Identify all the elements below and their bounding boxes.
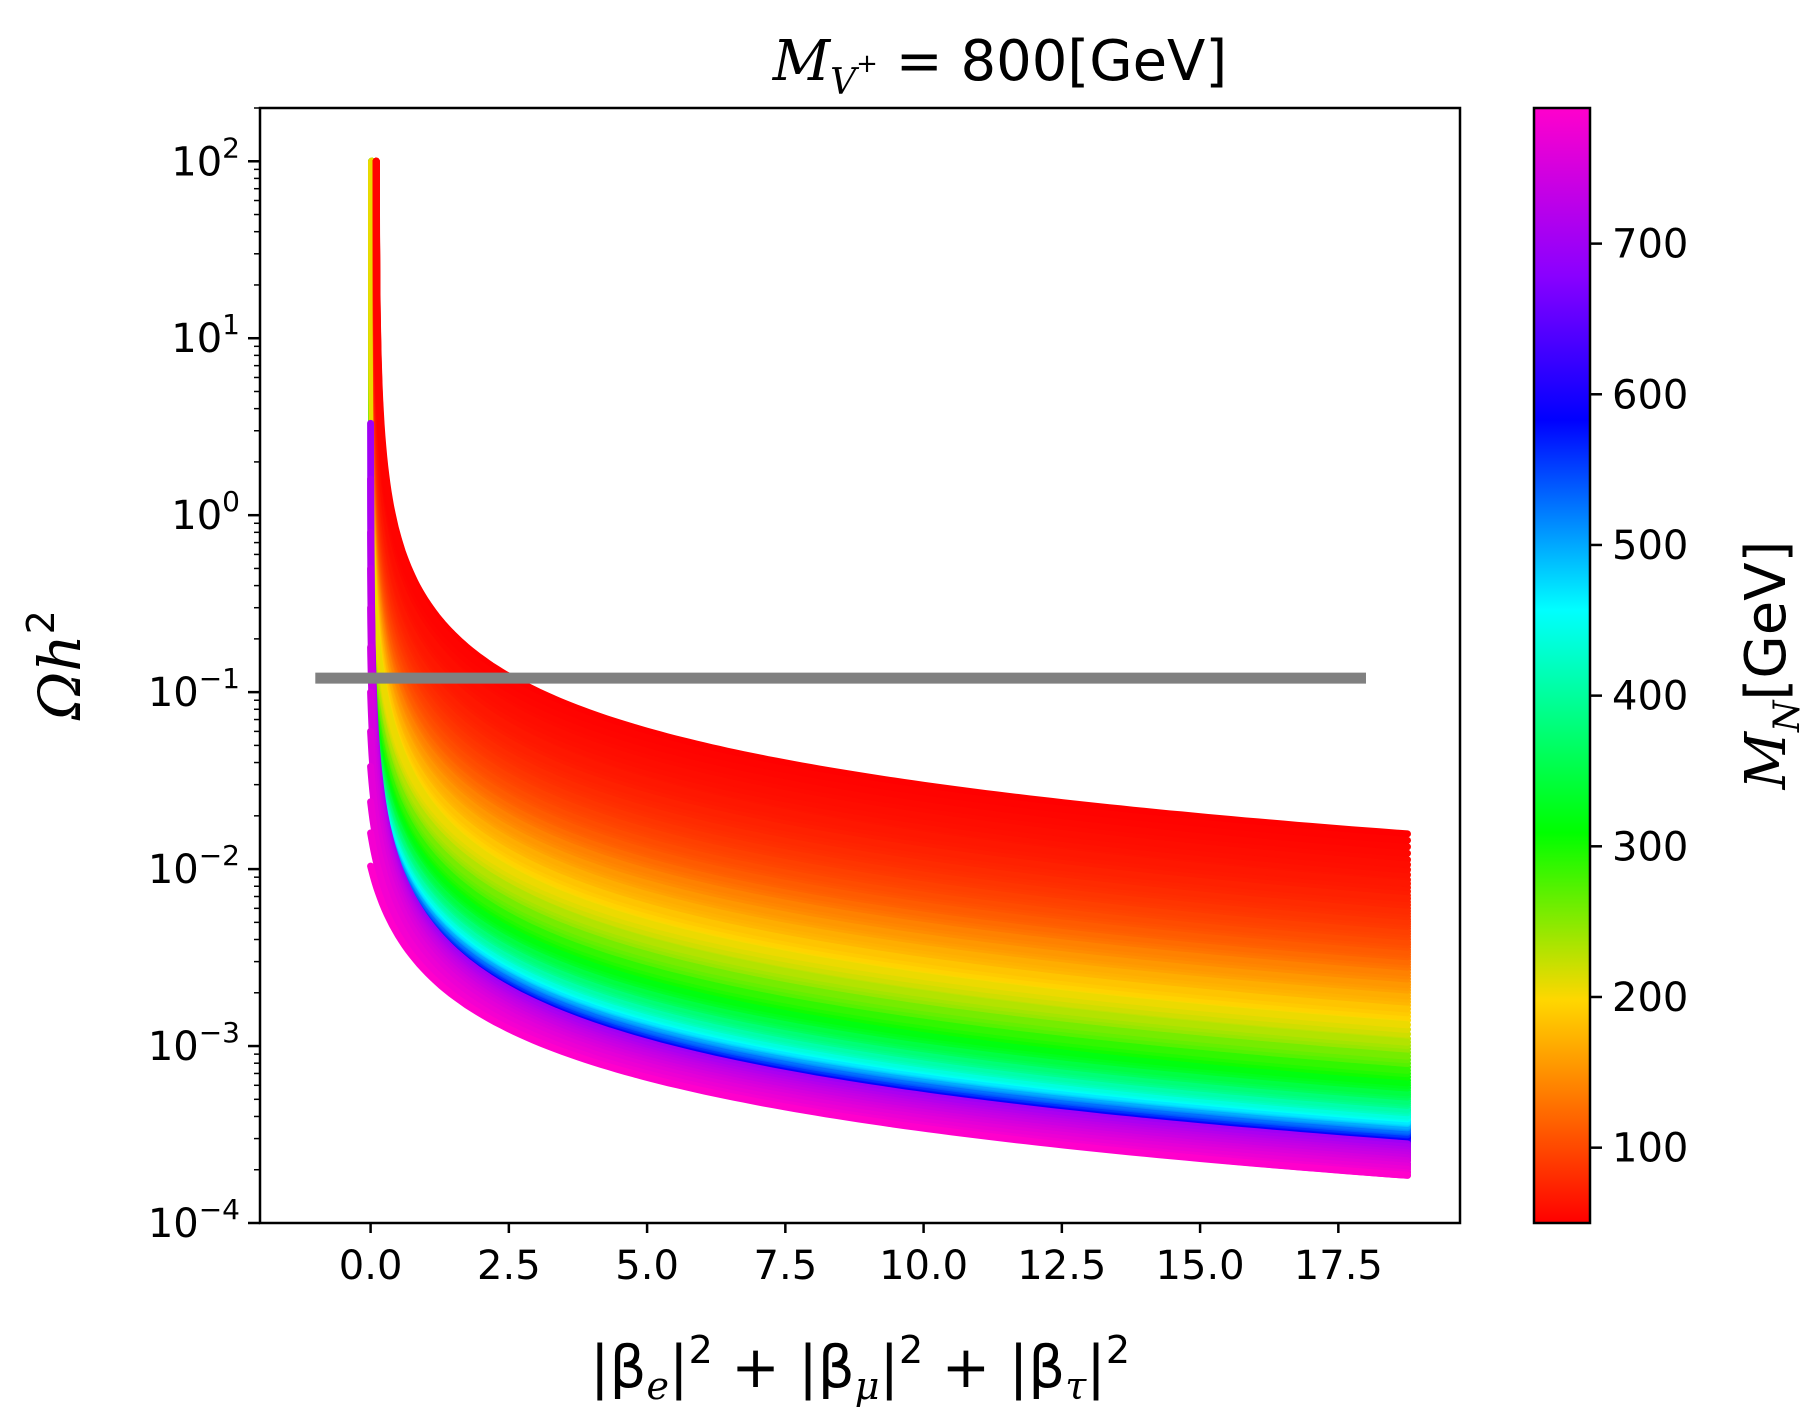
ylabel-base: Ωh xyxy=(26,634,94,720)
xlabel-part-10: | xyxy=(1086,1333,1106,1401)
xlabel-part-6: | xyxy=(880,1333,900,1401)
x-tick-label-4: 10.0 xyxy=(879,1243,968,1289)
colorbar-ticks: 100 200 300 400 500 600 700 xyxy=(1590,222,1688,1172)
cb-tick-label-1: 200 xyxy=(1612,975,1688,1021)
x-axis-ticks: 0.0 2.5 5.0 7.5 10.0 12.5 15.0 17.5 xyxy=(339,1223,1383,1289)
title-superscript: + xyxy=(856,49,878,79)
cb-label-rest: [GeV] xyxy=(1734,541,1799,701)
y-axis-ticks: 10−4 10−3 10−2 10−1 100 101 102 xyxy=(148,107,260,1247)
y-tick-label-2: 10−2 xyxy=(148,839,240,893)
x-tick-label-0: 0.0 xyxy=(339,1243,403,1289)
xlabel-sup-1: 2 xyxy=(689,1328,713,1372)
y-tick-label-3: 10−1 xyxy=(148,662,240,716)
cb-label-symbol: M xyxy=(1734,730,1799,790)
cb-tick-label-2: 300 xyxy=(1612,824,1688,870)
xlabel-part-4: + |β xyxy=(713,1333,855,1401)
ylabel-sup: 2 xyxy=(19,610,63,634)
cb-tick-label-4: 500 xyxy=(1612,523,1688,569)
y-tick-label-1: 10−3 xyxy=(148,1016,240,1070)
xlabel-part-2: | xyxy=(669,1333,689,1401)
cb-tick-label-6: 700 xyxy=(1612,222,1688,268)
x-tick-label-6: 15.0 xyxy=(1156,1243,1245,1289)
x-tick-label-7: 17.5 xyxy=(1294,1243,1383,1289)
curves-layer xyxy=(367,157,1411,1179)
cb-tick-label-3: 400 xyxy=(1612,674,1688,720)
x-tick-label-1: 2.5 xyxy=(477,1243,541,1289)
y-tick-label-4: 100 xyxy=(171,485,240,539)
xlabel-sub-mu: μ xyxy=(855,1364,880,1408)
x-tick-label-5: 12.5 xyxy=(1017,1243,1106,1289)
xlabel-sub-e: e xyxy=(647,1364,670,1408)
title-rest: = 800[GeV] xyxy=(878,29,1227,94)
xlabel-sup-2: 2 xyxy=(899,1328,923,1372)
y-tick-label-6: 102 xyxy=(171,131,240,185)
colorbar xyxy=(1532,106,1592,1225)
y-tick-label-0: 10−4 xyxy=(148,1193,240,1247)
xlabel-part-8: + |β xyxy=(923,1333,1065,1401)
y-tick-label-5: 101 xyxy=(171,308,240,362)
x-axis-label: |βe|2 + |βμ|2 + |βτ|2 xyxy=(590,1328,1130,1408)
xlabel-part-0: |β xyxy=(590,1333,647,1401)
band-curve-113 xyxy=(372,157,1411,844)
cb-label-sub: N xyxy=(1767,699,1808,733)
title-symbol: M xyxy=(772,29,832,94)
y-axis-label: Ωh2 xyxy=(19,610,94,721)
chart-title: MV+ = 800[GeV] xyxy=(772,29,1227,103)
x-tick-label-3: 7.5 xyxy=(754,1243,818,1289)
cb-tick-label-5: 600 xyxy=(1612,372,1688,418)
x-tick-label-2: 5.0 xyxy=(615,1243,679,1289)
title-subscript: V xyxy=(830,62,860,103)
low-start-curve-11 xyxy=(367,862,1411,1179)
colorbar-label: MN[GeV] xyxy=(1734,541,1808,791)
xlabel-sub-tau: τ xyxy=(1065,1364,1087,1408)
plot-frame xyxy=(258,106,1462,1225)
xlabel-sup-3: 2 xyxy=(1106,1328,1130,1372)
band-curve-71 xyxy=(368,157,1411,1029)
cb-tick-label-0: 100 xyxy=(1612,1126,1688,1172)
